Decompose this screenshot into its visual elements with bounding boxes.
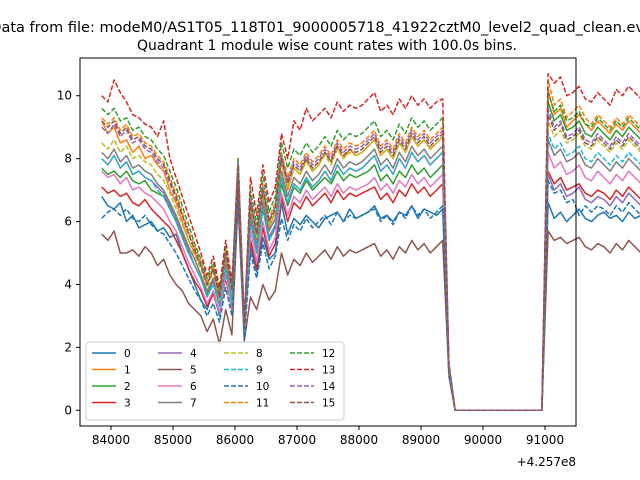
x-tick-label: 84000 [92,433,130,447]
series-line-3 [101,170,640,412]
x-tick-label: 87000 [278,433,316,447]
legend-label: 6 [190,381,197,393]
legend-label: 3 [124,398,131,410]
legend-label: 8 [256,348,263,360]
y-tick-label: 2 [64,340,72,354]
x-tick-label: 90000 [464,433,502,447]
legend-label: 4 [190,348,197,360]
legend-label: 14 [322,381,336,393]
x-tick-label: 88000 [340,433,378,447]
series-line-0 [101,183,640,412]
legend-label: 2 [124,381,131,393]
y-tick-label: 8 [64,152,72,166]
x-offset-label: +4.257e8 [517,455,576,469]
series-line-11 [101,79,640,412]
legend-box [85,341,345,421]
series-line-15 [101,113,640,412]
series-line-12 [101,91,640,412]
series-line-10 [101,179,640,412]
legend-label: 12 [322,348,335,360]
series-line-9 [101,132,640,412]
x-tick-label: 85000 [154,433,192,447]
chart-title: Quadrant 1 module wise count rates with … [137,38,517,54]
plot-lines [101,72,640,412]
x-tick-label: 86000 [216,433,254,447]
x-tick-label: 89000 [402,433,440,447]
y-tick-label: 6 [64,215,72,229]
legend-label: 13 [322,365,335,377]
series-line-13 [101,72,640,412]
legend-label: 7 [190,398,197,410]
legend-label: 9 [256,365,263,377]
suptitle: Data from file: modeM0/AS1T05_118T01_900… [0,20,640,36]
plot-frame [79,57,577,427]
x-tick-label: 91000 [526,433,564,447]
legend-label: 5 [190,365,197,377]
y-tick-label: 0 [64,403,72,417]
y-tick-label: 4 [64,277,72,291]
legend-label: 0 [124,348,131,360]
series-line-5 [101,201,640,412]
legend-label: 11 [256,398,269,410]
y-tick-label: 10 [57,89,72,103]
legend-label: 1 [124,365,131,377]
series-line-7 [101,139,640,412]
axis-ticks: 84000 85000 86000 87000 88000 89000 90000 91000… [57,89,564,447]
legend-label: 10 [256,381,269,393]
legend-label: 15 [322,398,335,410]
series-line-6 [101,151,640,412]
series-line-8 [101,120,640,412]
